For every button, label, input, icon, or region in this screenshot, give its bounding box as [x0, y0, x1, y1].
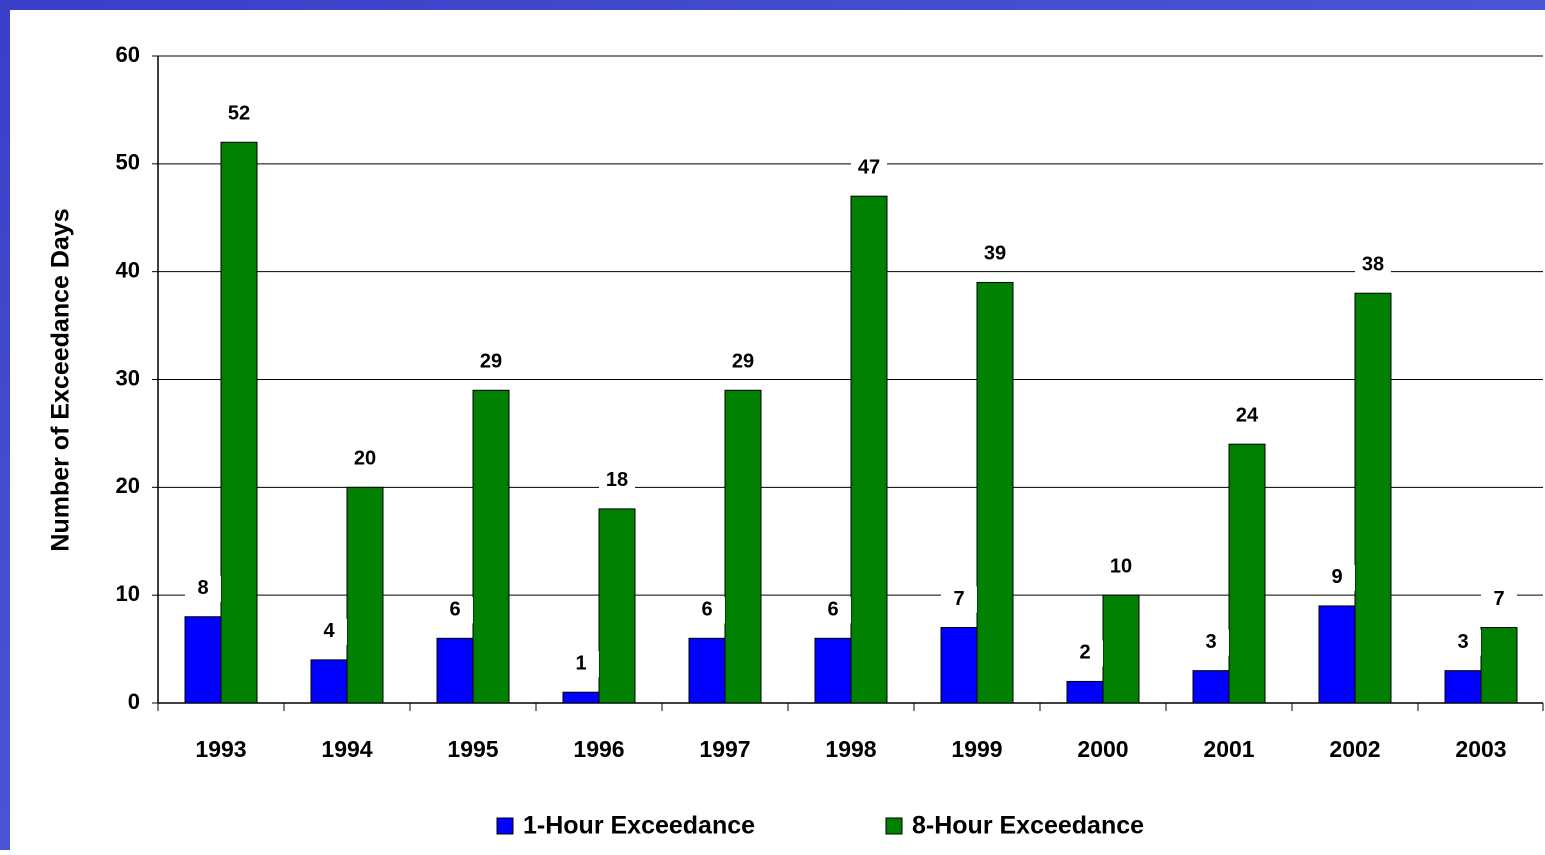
bar [436, 637, 474, 704]
x-tick-label: 2001 [1203, 736, 1254, 762]
data-label: 1 [575, 652, 586, 674]
data-label-background [941, 586, 977, 613]
x-tick-label: 1999 [951, 736, 1002, 762]
data-label: 47 [858, 156, 880, 178]
data-label-background [1067, 640, 1103, 667]
x-tick-label: 2000 [1077, 736, 1128, 762]
data-label-background [473, 349, 509, 376]
bar [562, 691, 600, 704]
y-tick-label: 0 [128, 689, 140, 714]
x-tick-label: 1998 [825, 736, 876, 762]
data-label-background [347, 446, 383, 473]
x-tick-label: 1997 [699, 736, 750, 762]
bar [688, 637, 726, 704]
data-label: 7 [953, 588, 964, 610]
data-label-background [815, 597, 851, 624]
data-label-background [1103, 554, 1139, 581]
bar [1066, 680, 1104, 704]
data-label-background [1229, 403, 1265, 430]
bar [814, 637, 852, 704]
legend-swatch [885, 817, 903, 835]
data-label: 38 [1362, 254, 1384, 276]
data-label-background [725, 349, 761, 376]
data-label: 4 [323, 620, 335, 642]
data-label: 8 [197, 577, 208, 599]
x-tick-label: 2002 [1329, 736, 1380, 762]
chart-background [10, 10, 1545, 850]
y-tick-label: 40 [116, 257, 140, 282]
data-label-background [1445, 629, 1481, 656]
data-label: 3 [1205, 631, 1216, 653]
legend-swatch [496, 817, 514, 835]
data-label: 3 [1457, 631, 1468, 653]
data-label: 18 [606, 469, 628, 491]
data-label: 6 [827, 599, 838, 621]
data-label-background [1355, 252, 1391, 279]
data-label: 10 [1110, 555, 1132, 577]
data-label: 6 [701, 599, 712, 621]
bar [220, 141, 258, 704]
data-label: 2 [1079, 642, 1090, 664]
bar [1318, 605, 1356, 704]
y-tick-label: 30 [116, 365, 140, 390]
legend-label: 1-Hour Exceedance [523, 812, 755, 840]
data-label-background [1319, 564, 1355, 591]
bar [598, 508, 636, 704]
bar [1444, 670, 1482, 704]
data-label: 52 [228, 103, 250, 125]
bar [1480, 627, 1518, 704]
data-label-background [221, 101, 257, 128]
bar [1228, 443, 1266, 704]
bar [184, 616, 222, 704]
bar [940, 627, 978, 704]
data-label: 7 [1493, 588, 1504, 610]
x-tick-label: 1994 [321, 736, 372, 762]
bar [1192, 670, 1230, 704]
data-label-background [563, 651, 599, 678]
data-label-background [851, 155, 887, 182]
bar [472, 389, 510, 704]
bar [1354, 292, 1392, 704]
x-tick-label: 2003 [1455, 736, 1506, 762]
data-label-background [977, 241, 1013, 268]
data-label-background [689, 597, 725, 624]
y-axis-title: Number of Exceedance Days [47, 208, 75, 551]
y-tick-label: 50 [116, 150, 140, 175]
data-label-background [437, 597, 473, 624]
data-label: 29 [732, 351, 754, 373]
bar [1102, 594, 1140, 704]
data-label-background [185, 575, 221, 602]
bar [346, 486, 384, 704]
data-label-background [599, 467, 635, 494]
data-label-background [1481, 586, 1517, 613]
y-tick-label: 60 [116, 42, 140, 67]
y-tick-label: 10 [116, 581, 140, 606]
x-tick-label: 1993 [195, 736, 246, 762]
bar [310, 659, 348, 704]
data-label: 20 [354, 448, 376, 470]
y-tick-label: 20 [116, 473, 140, 498]
data-label: 9 [1331, 566, 1342, 588]
bar [850, 195, 888, 704]
data-label-background [311, 618, 347, 645]
data-label: 6 [449, 599, 460, 621]
bar [976, 281, 1014, 704]
data-label-background [1193, 629, 1229, 656]
legend-label: 8-Hour Exceedance [912, 812, 1144, 840]
data-label: 39 [984, 243, 1006, 265]
bar [724, 389, 762, 704]
data-label: 24 [1236, 404, 1259, 426]
x-tick-label: 1996 [573, 736, 624, 762]
x-tick-label: 1995 [447, 736, 498, 762]
data-label: 29 [480, 351, 502, 373]
